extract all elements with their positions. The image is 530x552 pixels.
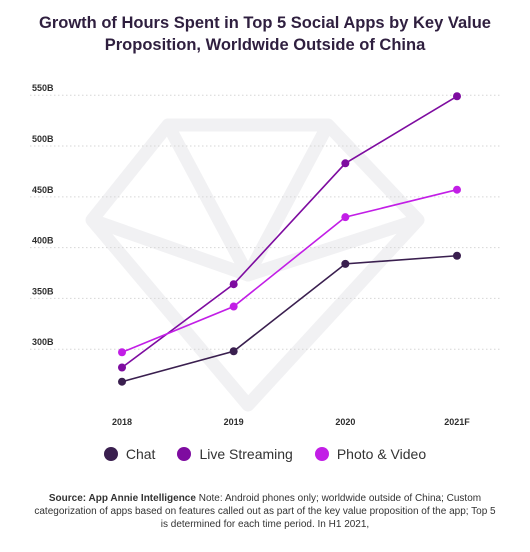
data-point	[229, 347, 238, 356]
chart-title: Growth of Hours Spent in Top 5 Social Ap…	[39, 14, 491, 54]
data-point	[118, 377, 126, 386]
data-point	[453, 251, 461, 260]
y-tick-label: 550B	[32, 83, 54, 93]
y-axis-ticks: 300B 350B 400B 450B 500B 550B	[32, 83, 54, 347]
legend-item: Photo & Video	[314, 446, 427, 462]
series-lines	[118, 92, 461, 386]
source-note: Source: App Annie Intelligence Note: And…	[30, 492, 500, 531]
data-point	[341, 259, 350, 268]
y-tick-label: 300B	[32, 337, 54, 347]
watermark-diamond-logo	[85, 118, 425, 412]
legend-swatch	[103, 447, 118, 461]
series-line	[121, 95, 458, 369]
series-line	[121, 188, 458, 353]
legend-swatch	[314, 447, 329, 461]
legend-item: Chat	[103, 446, 156, 462]
x-tick-label: 2019	[224, 417, 244, 427]
y-tick-label: 450B	[32, 185, 54, 195]
data-point	[229, 280, 238, 289]
data-point	[229, 302, 238, 311]
x-tick-label: 2020	[335, 417, 355, 427]
data-point	[453, 92, 461, 101]
data-point	[341, 213, 350, 222]
data-point	[341, 159, 350, 168]
legend-label: Live Streaming	[199, 446, 293, 462]
data-point	[118, 363, 126, 372]
legend-item: Live Streaming	[177, 446, 293, 462]
x-tick-label: 2018	[112, 417, 132, 427]
data-point	[118, 348, 126, 357]
x-tick-label: 2021F	[444, 417, 470, 427]
y-tick-label: 500B	[32, 134, 54, 144]
series-line	[121, 254, 458, 383]
legend-label: Photo & Video	[336, 446, 427, 462]
y-tick-label: 400B	[32, 236, 54, 246]
source-label: Source: App Annie Intelligence	[48, 493, 196, 504]
data-point	[453, 185, 461, 194]
y-tick-label: 350B	[32, 286, 54, 296]
legend-label: Chat	[125, 446, 156, 462]
legend-swatch	[177, 447, 192, 461]
legend: Chat Live Streaming Photo & Video	[0, 446, 530, 462]
source-text: Note: Android phones only; worldwide out…	[34, 493, 496, 530]
x-axis-ticks: 2018 2019 2020 2021F	[112, 417, 470, 427]
line-chart: 300B 350B 400B 450B 500B 550B 2018 2019 2020 202…	[30, 83, 500, 427]
